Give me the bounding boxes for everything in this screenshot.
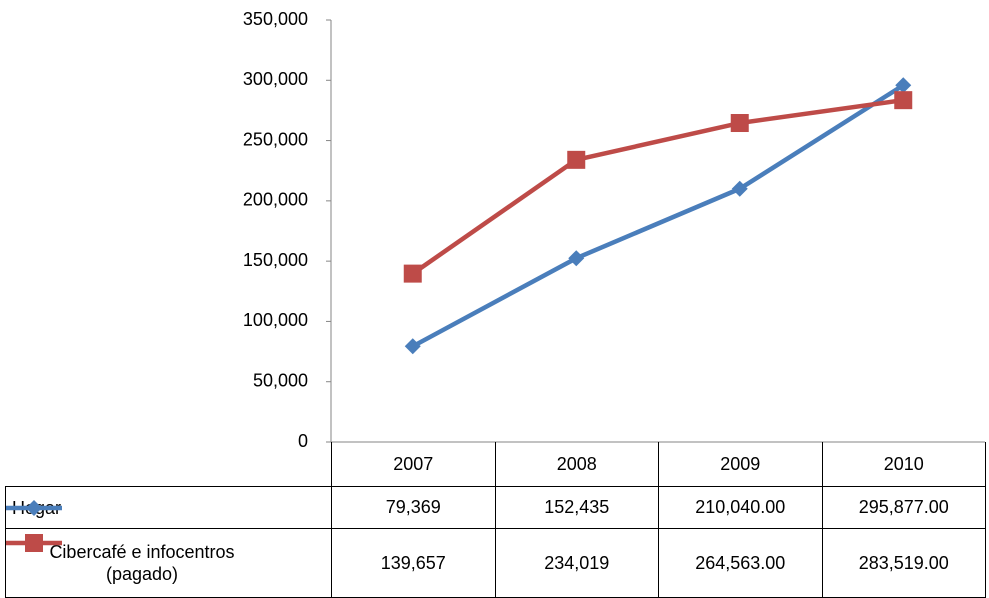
data-label: 210,040.00 xyxy=(658,486,823,529)
data-label: 139,657 xyxy=(331,528,496,598)
legend-symbol xyxy=(26,500,42,516)
marker xyxy=(567,150,586,169)
x-tick-label: 2008 xyxy=(494,442,659,487)
series-line xyxy=(411,97,904,276)
y-tick-label: 250,000 xyxy=(243,129,308,149)
legend-label: Cibercafé e infocentros (pagado) xyxy=(49,542,235,584)
data-label: 264,563.00 xyxy=(658,528,823,598)
marker xyxy=(894,91,913,110)
marker xyxy=(895,77,912,94)
x-tick-label: 2009 xyxy=(658,442,823,487)
marker xyxy=(568,250,585,267)
data-label: 283,519.00 xyxy=(821,528,986,598)
series-line xyxy=(411,83,905,349)
y-tick-label: 0 xyxy=(298,431,308,451)
data-label: 79,369 xyxy=(331,486,496,529)
data-label: 295,877.00 xyxy=(821,486,986,529)
legend-marker xyxy=(6,500,62,516)
marker xyxy=(730,114,749,133)
y-tick-label: 150,000 xyxy=(243,250,308,270)
x-tick-label: 2007 xyxy=(331,442,496,487)
y-tick-label: 300,000 xyxy=(243,69,308,89)
data-label: 234,019 xyxy=(494,528,659,598)
marker xyxy=(731,180,748,197)
marker xyxy=(403,264,422,283)
y-tick-label: 200,000 xyxy=(243,190,308,210)
x-tick-label: 2010 xyxy=(821,442,986,487)
y-tick-label: 350,000 xyxy=(243,9,308,29)
legend-symbol xyxy=(25,534,43,552)
y-tick-label: 100,000 xyxy=(243,310,308,330)
legend-entry: Hogar xyxy=(5,486,332,529)
data-label: 152,435 xyxy=(494,486,659,529)
marker xyxy=(404,338,421,355)
legend-marker xyxy=(6,534,62,552)
legend-entry: Cibercafé e infocentros (pagado) xyxy=(5,528,332,598)
y-tick-label: 50,000 xyxy=(253,370,308,390)
